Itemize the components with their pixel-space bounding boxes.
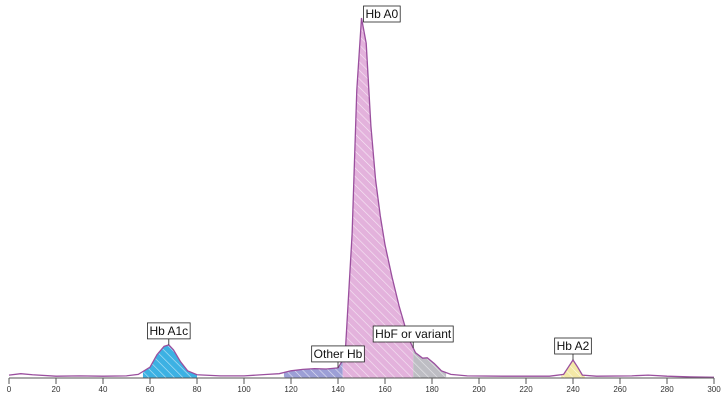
peak-label: Hb A0 xyxy=(366,7,399,21)
x-tick-label: 280 xyxy=(660,385,674,394)
x-tick-label: 80 xyxy=(193,385,202,394)
peak-label-box xyxy=(363,5,401,23)
x-tick-label: 160 xyxy=(378,385,392,394)
peak-hatch xyxy=(413,348,447,378)
x-tick-label: 220 xyxy=(519,385,533,394)
x-tick-label: 180 xyxy=(425,385,439,394)
peak-hatch xyxy=(142,344,197,378)
x-tick-label: 20 xyxy=(52,385,61,394)
peak-label: Hb A2 xyxy=(557,339,590,353)
x-tick-label: 140 xyxy=(331,385,345,394)
x-tick-label: 60 xyxy=(146,385,155,394)
peak-hatch xyxy=(342,18,414,378)
peak-label: Other Hb xyxy=(314,347,363,361)
x-tick-label: 0 xyxy=(7,385,12,394)
x-tick-label: 120 xyxy=(284,385,298,394)
x-tick-label: 200 xyxy=(472,385,486,394)
regions xyxy=(142,18,585,378)
curve xyxy=(8,17,715,378)
x-tick-label: 300 xyxy=(707,385,721,394)
peak-label: Hb A1c xyxy=(149,324,188,338)
x-tick-label: 240 xyxy=(566,385,580,394)
x-tick-label: 100 xyxy=(237,385,251,394)
x-tick-label: 260 xyxy=(613,385,627,394)
peak-label: HbF or variant xyxy=(375,327,452,341)
x-tick-label: 40 xyxy=(99,385,108,394)
plot: 0 20 40 60 80 100 120 140 160 180 200 220 240 260 280 3… xyxy=(7,5,721,394)
peak-hatch xyxy=(561,360,585,378)
